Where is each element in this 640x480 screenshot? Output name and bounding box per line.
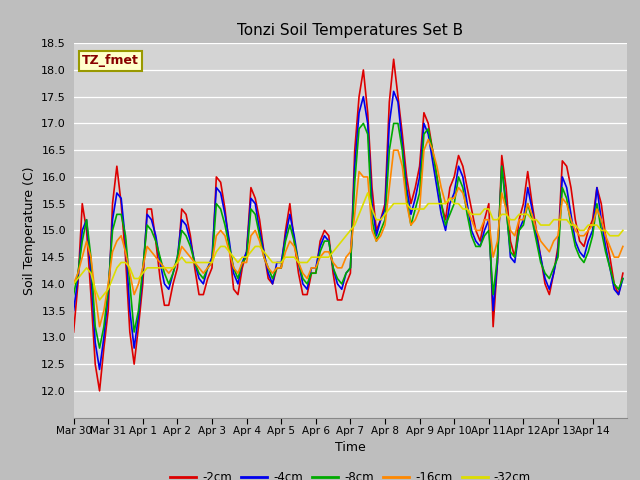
Title: Tonzi Soil Temperatures Set B: Tonzi Soil Temperatures Set B	[237, 23, 463, 38]
Y-axis label: Soil Temperature (C): Soil Temperature (C)	[22, 166, 36, 295]
Text: TZ_fmet: TZ_fmet	[82, 54, 139, 67]
X-axis label: Time: Time	[335, 442, 366, 455]
Legend: -2cm, -4cm, -8cm, -16cm, -32cm: -2cm, -4cm, -8cm, -16cm, -32cm	[165, 467, 536, 480]
